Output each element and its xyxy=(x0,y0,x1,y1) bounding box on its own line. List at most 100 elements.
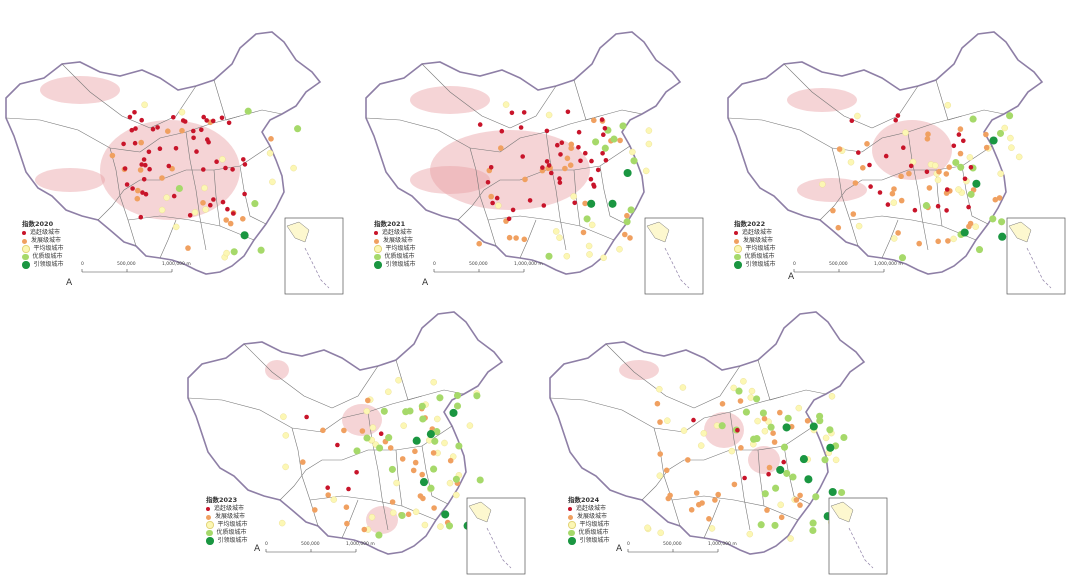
legend-label: 优质级城市 xyxy=(744,253,775,260)
city-dot-low xyxy=(961,138,966,144)
city-dot-avg xyxy=(446,479,454,487)
city-dot-low xyxy=(595,167,601,173)
city-dot-good xyxy=(772,484,780,492)
city-dot-good xyxy=(385,434,393,442)
legend-label: 追赶级城市 xyxy=(742,229,773,236)
city-dot-good xyxy=(431,437,439,445)
legend-label: 平均级城市 xyxy=(745,245,776,252)
city-dot-low xyxy=(242,191,247,197)
city-dot-good xyxy=(630,157,638,165)
city-dot-good xyxy=(952,158,960,167)
legend: 指数2022 追赶级城市 发展级城市 平均级城市 优质级城市 引领级城市 xyxy=(734,220,776,269)
city-dot-good xyxy=(376,444,384,452)
city-dot-low xyxy=(220,199,226,205)
city-dot-low xyxy=(849,118,855,123)
city-dot-low xyxy=(122,166,128,171)
city-dot-good xyxy=(735,387,743,395)
city-dot-good xyxy=(627,206,635,214)
city-dot-avg xyxy=(600,254,607,262)
city-dot-dev xyxy=(657,419,663,425)
city-dot-avg xyxy=(787,535,794,542)
city-dot-low xyxy=(944,187,950,192)
city-dot-low xyxy=(589,158,594,164)
city-dot-low xyxy=(510,207,516,213)
city-dot-good xyxy=(969,115,977,123)
city-dot-avg xyxy=(944,101,952,109)
city-dot-dev xyxy=(412,459,419,466)
city-dot-low xyxy=(206,139,211,145)
province-boundary xyxy=(469,147,497,247)
legend-label: 引领级城市 xyxy=(33,261,64,268)
maritime-boundary xyxy=(304,247,330,289)
city-dot-avg xyxy=(777,501,784,509)
legend-swatch xyxy=(568,529,575,537)
legend-label: 发展级城市 xyxy=(31,237,62,244)
city-dot-dev xyxy=(200,200,206,206)
city-dot-avg xyxy=(890,235,898,242)
city-dot-low xyxy=(583,150,588,156)
city-dot-lead xyxy=(419,478,429,487)
city-dot-avg xyxy=(400,422,407,429)
city-dot-low xyxy=(901,145,906,150)
legend: 指数2021 追赶级城市 发展级城市 平均级城市 优质级城市 引领级城市 xyxy=(374,220,416,269)
city-dot-low xyxy=(490,200,495,206)
city-dot-dev xyxy=(719,401,726,407)
city-dot-lead xyxy=(972,179,981,188)
city-dot-lead xyxy=(960,228,969,237)
city-dot-low xyxy=(555,142,560,148)
legend-label: 发展级城市 xyxy=(577,513,608,520)
legend-label: 发展级城市 xyxy=(383,237,414,244)
city-dot-dev xyxy=(771,439,778,445)
city-dot-dev xyxy=(946,164,952,170)
city-dot-low xyxy=(572,200,577,206)
city-dot-lead xyxy=(826,443,835,452)
hotspot-zone xyxy=(410,166,490,194)
legend-swatch xyxy=(568,514,573,520)
city-dot-dev xyxy=(405,511,412,518)
city-dot-low xyxy=(147,166,152,172)
province-boundary xyxy=(671,495,799,521)
city-dot-low xyxy=(146,149,152,155)
city-dot-dev xyxy=(361,526,368,533)
city-dot-dev xyxy=(622,231,628,238)
city-dot-avg xyxy=(363,407,371,415)
city-dot-good xyxy=(375,531,383,539)
city-dot-good xyxy=(455,442,463,450)
city-dot-low xyxy=(962,176,968,182)
legend-swatch xyxy=(568,537,576,545)
legend-item-low: 追赶级城市 xyxy=(206,505,248,513)
city-dot-low xyxy=(223,165,228,171)
china-map xyxy=(187,311,526,575)
inset-coastline xyxy=(468,501,492,523)
city-dot-lead xyxy=(804,475,813,484)
city-dot-avg xyxy=(434,415,441,423)
city-dot-dev xyxy=(240,216,246,222)
city-dot-low xyxy=(143,162,148,168)
province-boundary xyxy=(849,215,977,241)
province-boundary xyxy=(653,427,681,527)
city-dot-dev xyxy=(430,450,437,456)
hotspot-zone xyxy=(430,130,590,210)
north-arrow-icon: A xyxy=(254,544,261,554)
city-dot-dev xyxy=(476,240,482,247)
city-dot-avg xyxy=(369,424,377,431)
city-dot-dev xyxy=(926,185,933,191)
city-dot-low xyxy=(893,117,898,123)
hotspot-zone xyxy=(797,178,867,202)
city-dot-good xyxy=(771,521,779,529)
city-dot-dev xyxy=(223,217,229,223)
city-dot-dev xyxy=(777,409,783,416)
city-dot-avg xyxy=(172,223,180,231)
city-dot-low xyxy=(304,414,309,420)
city-dot-dev xyxy=(359,428,366,434)
city-dot-avg xyxy=(586,251,593,258)
city-dot-avg xyxy=(421,521,429,529)
legend-item-low: 追赶级城市 xyxy=(374,229,416,237)
province-boundary xyxy=(421,445,449,505)
city-dot-low xyxy=(867,162,872,168)
legend-swatch xyxy=(22,261,30,269)
legend-swatch xyxy=(568,507,572,511)
city-dot-good xyxy=(975,246,984,254)
scale-bar-line xyxy=(433,269,525,273)
north-arrow-icon: A xyxy=(616,544,623,554)
